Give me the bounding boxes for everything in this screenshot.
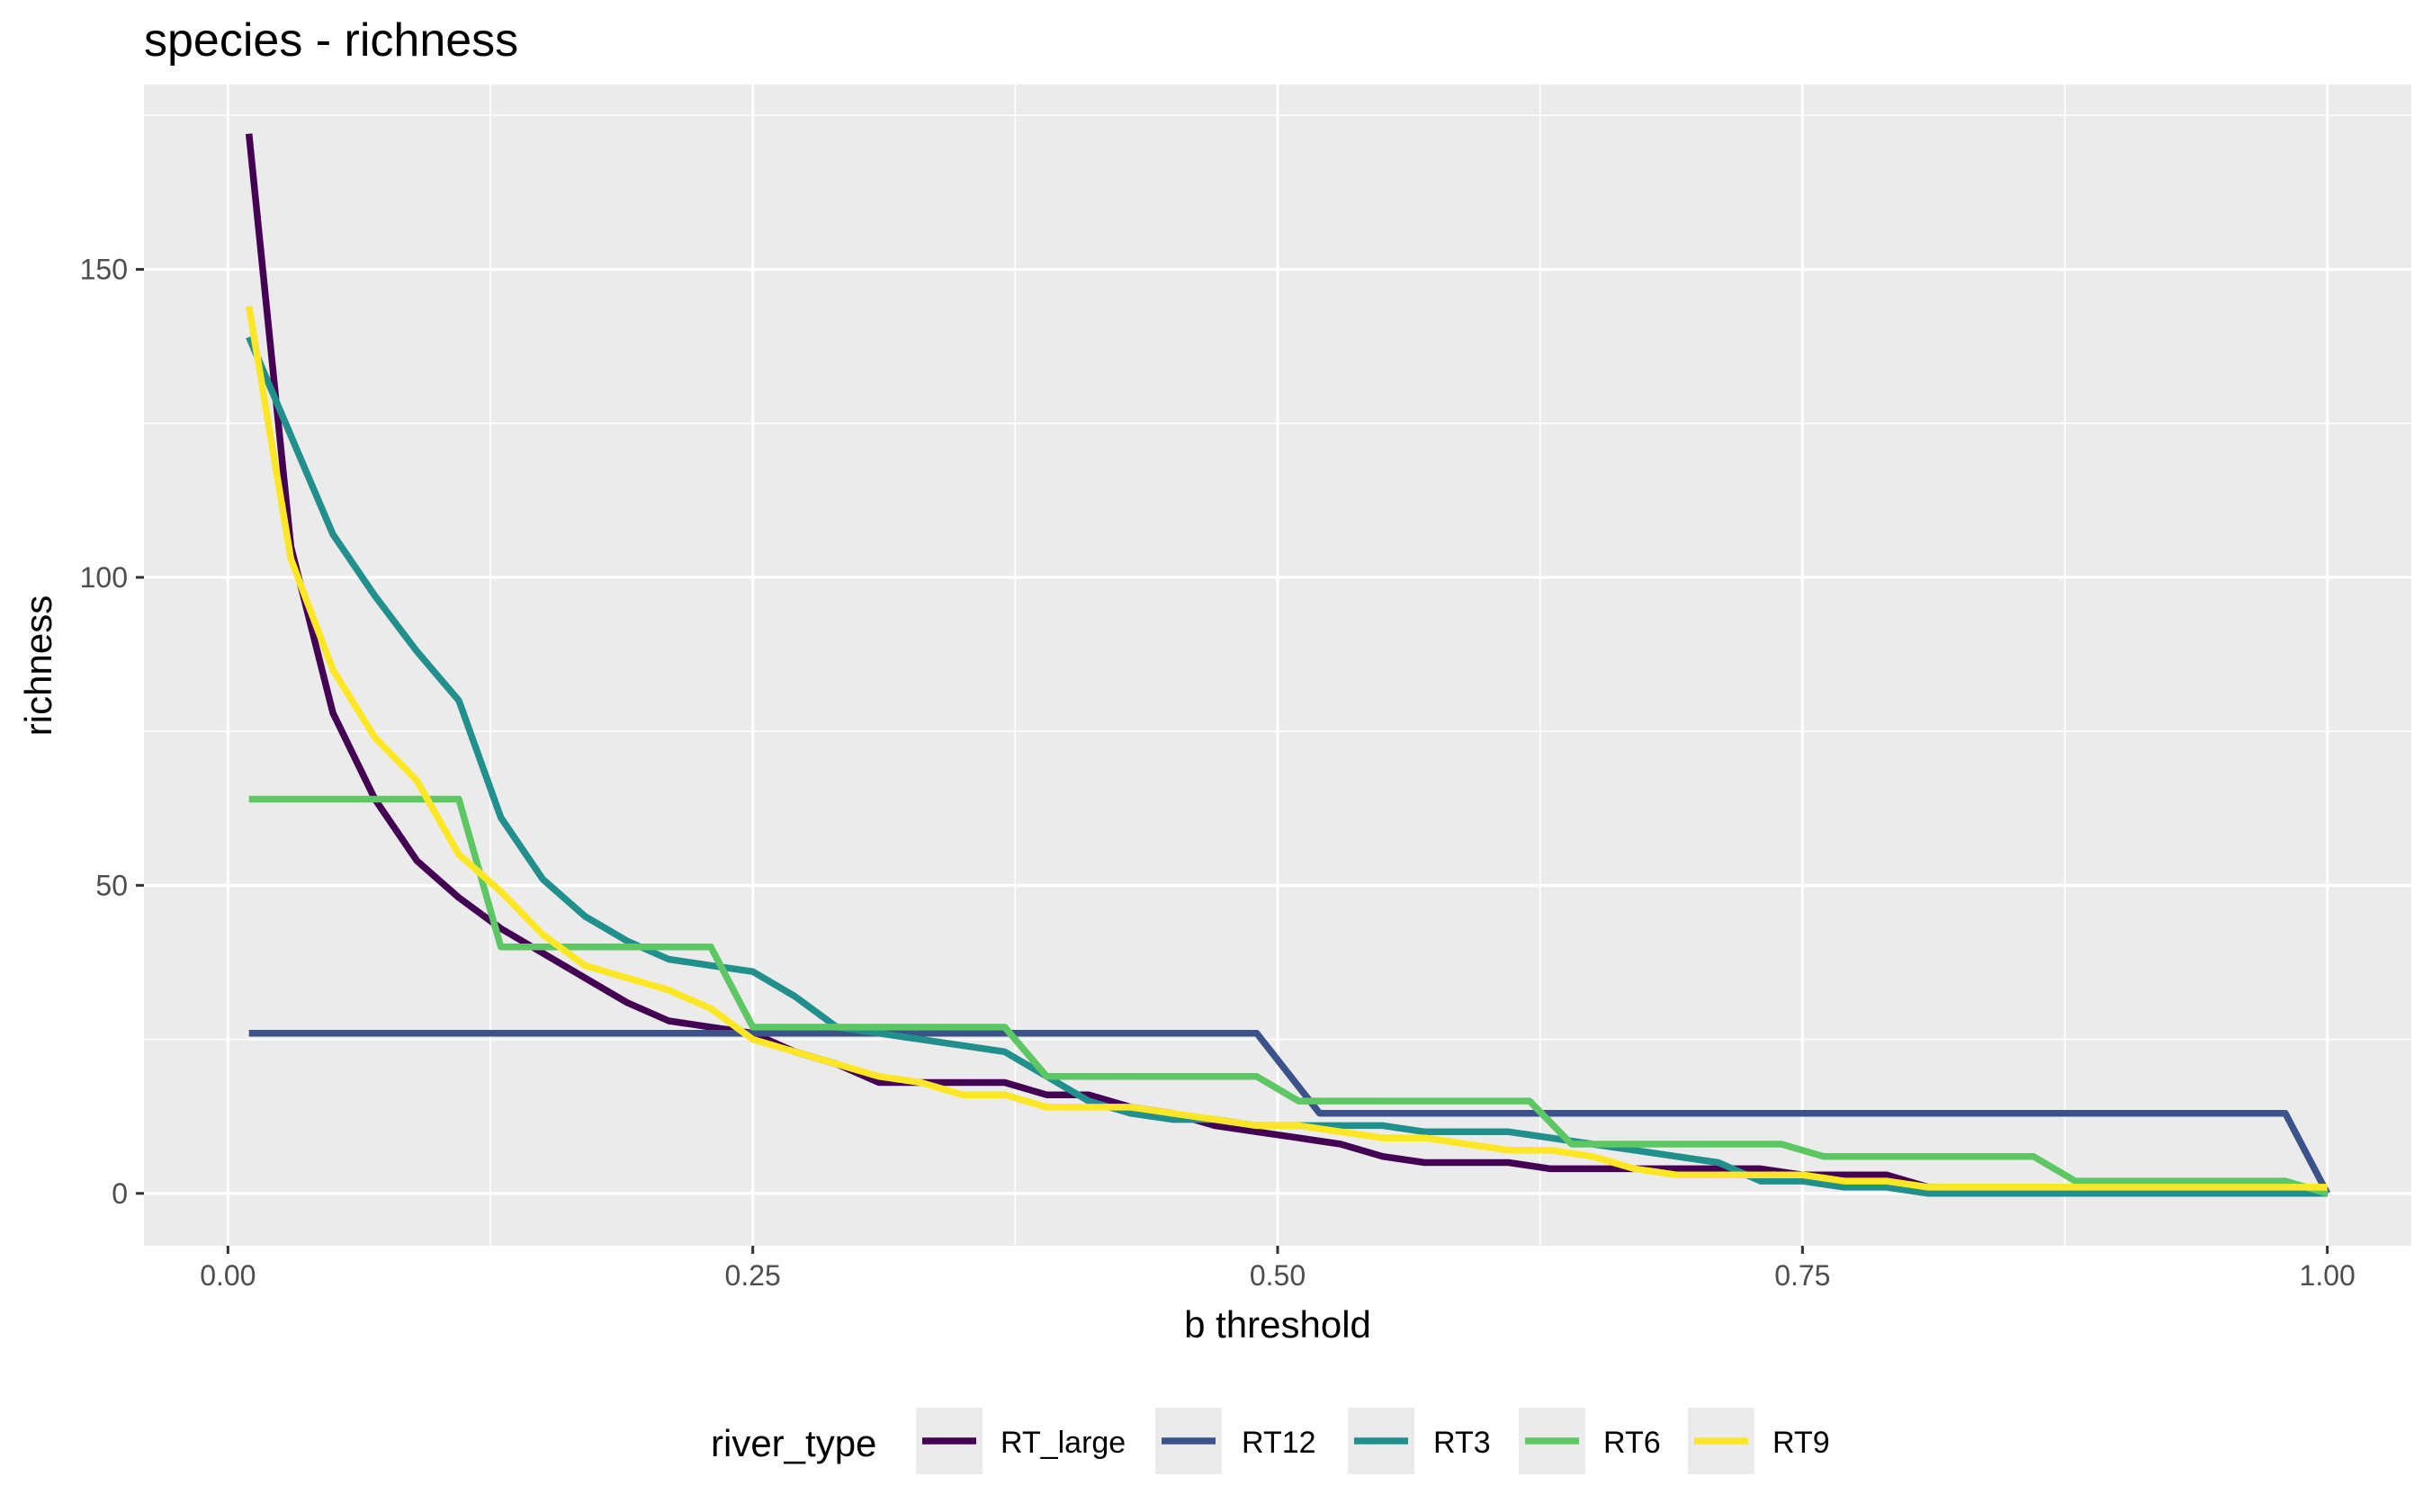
x-tick-label: 0.00 [200, 1259, 256, 1292]
series-line-rt9 [246, 305, 2328, 1191]
legend-items: RT_large RT12 RT3 RT6 RT9 [916, 1408, 1830, 1474]
series-line-rt12 [248, 1029, 2331, 1195]
grid [144, 85, 2411, 1246]
y-tick-label: 0 [112, 1177, 128, 1210]
legend-label: RT6 [1603, 1426, 1661, 1460]
chart-title: species - richness [144, 14, 518, 67]
legend-item-rt-large: RT_large [916, 1408, 1126, 1474]
legend-label: RT12 [1242, 1426, 1316, 1460]
x-tick-label: 0.50 [1250, 1259, 1306, 1292]
series-lines [245, 133, 2331, 1197]
legend-label: RT9 [1772, 1426, 1830, 1460]
legend-item-rt9: RT9 [1688, 1408, 1830, 1474]
legend-label: RT3 [1433, 1426, 1491, 1460]
y-tick-label: 100 [80, 561, 128, 594]
x-axis-title: b threshold [1184, 1303, 1371, 1346]
y-tick-label: 50 [95, 869, 128, 901]
y-tick-label: 150 [80, 253, 128, 285]
x-tick-label: 1.00 [2300, 1259, 2356, 1292]
legend-title: river_type [711, 1422, 876, 1464]
legend-label: RT_large [1001, 1426, 1126, 1460]
legend-item-rt3: RT3 [1348, 1408, 1491, 1474]
x-axis: 0.00 0.25 0.50 0.75 1.00 [200, 1246, 2356, 1292]
y-axis-title: richness [17, 595, 59, 736]
y-axis: 0 50 100 150 [80, 253, 144, 1210]
x-tick-label: 0.25 [725, 1259, 781, 1292]
legend: river_type RT_large RT12 RT3 RT6 RT9 [711, 1408, 1830, 1474]
legend-item-rt12: RT12 [1155, 1408, 1316, 1474]
legend-item-rt6: RT6 [1519, 1408, 1661, 1474]
series-line-rt6 [248, 795, 2329, 1197]
x-tick-label: 0.75 [1774, 1259, 1830, 1292]
